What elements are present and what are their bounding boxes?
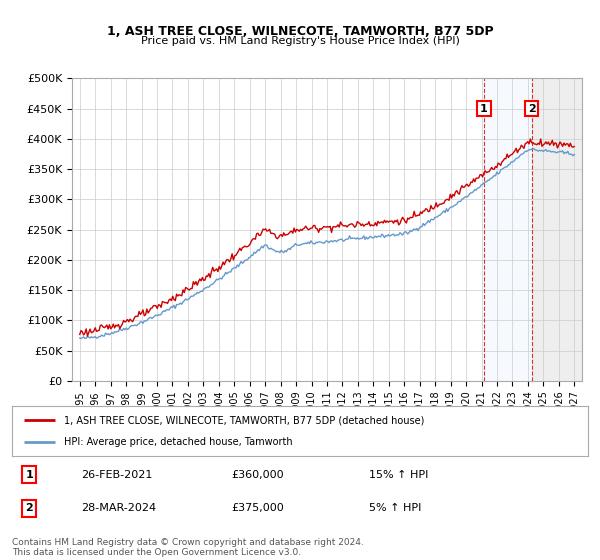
Text: £375,000: £375,000 xyxy=(231,503,284,513)
Text: HPI: Average price, detached house, Tamworth: HPI: Average price, detached house, Tamw… xyxy=(64,437,292,447)
Text: 2: 2 xyxy=(25,503,33,513)
Text: 2: 2 xyxy=(528,104,535,114)
Text: 1, ASH TREE CLOSE, WILNECOTE, TAMWORTH, B77 5DP (detached house): 1, ASH TREE CLOSE, WILNECOTE, TAMWORTH, … xyxy=(64,415,424,425)
Text: 1: 1 xyxy=(480,104,488,114)
Text: £360,000: £360,000 xyxy=(231,470,284,479)
Text: Contains HM Land Registry data © Crown copyright and database right 2024.
This d: Contains HM Land Registry data © Crown c… xyxy=(12,538,364,557)
Text: 26-FEB-2021: 26-FEB-2021 xyxy=(81,470,152,479)
Text: 1: 1 xyxy=(25,470,33,479)
Text: 5% ↑ HPI: 5% ↑ HPI xyxy=(369,503,421,513)
Text: 15% ↑ HPI: 15% ↑ HPI xyxy=(369,470,428,479)
Bar xyxy=(532,78,582,381)
Text: 1, ASH TREE CLOSE, WILNECOTE, TAMWORTH, B77 5DP: 1, ASH TREE CLOSE, WILNECOTE, TAMWORTH, … xyxy=(107,25,493,38)
Text: 28-MAR-2024: 28-MAR-2024 xyxy=(81,503,156,513)
Text: Price paid vs. HM Land Registry's House Price Index (HPI): Price paid vs. HM Land Registry's House … xyxy=(140,36,460,46)
Bar xyxy=(484,78,532,381)
